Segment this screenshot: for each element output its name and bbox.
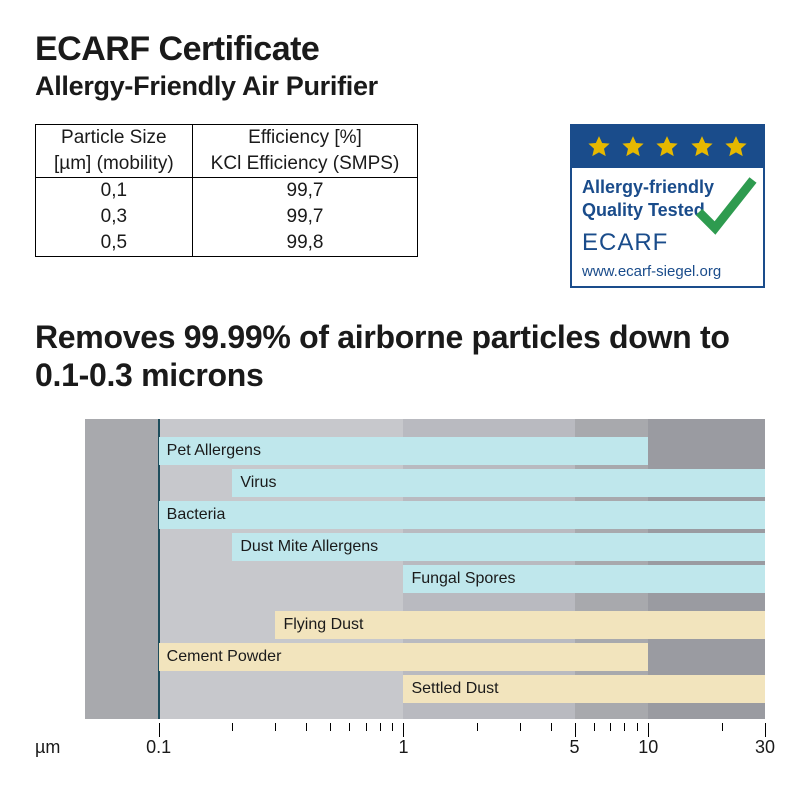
table-header: Efficiency [%] (192, 125, 418, 152)
axis-minor-tick (380, 723, 381, 731)
table-subheader: KCl Efficiency (SMPS) (192, 151, 418, 178)
axis-minor-tick (722, 723, 723, 731)
table-cell: 0,5 (36, 230, 193, 257)
axis-minor-tick (306, 723, 307, 731)
chart-bar: Virus (232, 469, 765, 497)
table-cell: 99,8 (192, 230, 418, 257)
axis-minor-tick (275, 723, 276, 731)
axis-minor-tick (594, 723, 595, 731)
claim-text: Removes 99.99% of airborne particles dow… (35, 318, 765, 395)
chart-bar: Flying Dust (275, 611, 765, 639)
checkmark-icon (695, 174, 757, 242)
page-subtitle: Allergy-Friendly Air Purifier (35, 71, 765, 102)
chart-bar: Dust Mite Allergens (232, 533, 765, 561)
axis-tick-label: 10 (638, 737, 658, 758)
badge-stars-row (572, 126, 763, 168)
table-subheader: [µm] (mobility) (36, 151, 193, 178)
chart-x-axis: µm 0.1151030 (35, 723, 765, 753)
chart-bar: Bacteria (159, 501, 765, 529)
axis-tick-label: 1 (398, 737, 408, 758)
star-icon (586, 134, 612, 160)
axis-tick-label: 0.1 (146, 737, 171, 758)
star-icon (620, 134, 646, 160)
axis-tick-label: 30 (755, 737, 775, 758)
axis-minor-tick (624, 723, 625, 731)
table-cell: 0,1 (36, 178, 193, 205)
table-cell: 99,7 (192, 204, 418, 230)
axis-minor-tick (232, 723, 233, 731)
chart-bar: Pet Allergens (159, 437, 649, 465)
axis-minor-tick (610, 723, 611, 731)
badge-url: www.ecarf-siegel.org (582, 263, 753, 280)
star-icon (654, 134, 680, 160)
table-header: Particle Size (36, 125, 193, 152)
badge-body: Allergy-friendly Quality Tested ECARF ww… (572, 168, 763, 286)
top-row: Particle Size Efficiency [%] [µm] (mobil… (35, 124, 765, 288)
star-icon (689, 134, 715, 160)
chart-plot-area: Pet Allergens Virus Bacteria Dust Mite Alle… (35, 419, 765, 719)
axis-minor-tick (366, 723, 367, 731)
particle-size-chart: Pet Allergens Virus Bacteria Dust Mite Alle… (35, 419, 765, 753)
axis-minor-tick (637, 723, 638, 731)
chart-bar: Fungal Spores (403, 565, 765, 593)
star-icon (723, 134, 749, 160)
axis-minor-tick (477, 723, 478, 731)
axis-minor-tick (392, 723, 393, 731)
axis-tick (575, 723, 576, 737)
axis-minor-tick (520, 723, 521, 731)
page-title: ECARF Certificate (35, 30, 765, 69)
axis-tick (648, 723, 649, 737)
ecarf-badge: Allergy-friendly Quality Tested ECARF ww… (570, 124, 765, 288)
table-cell: 0,3 (36, 204, 193, 230)
axis-minor-tick (551, 723, 552, 731)
axis-tick (765, 723, 766, 737)
chart-bar: Settled Dust (403, 675, 765, 703)
axis-minor-tick (349, 723, 350, 731)
axis-tick-label: 5 (570, 737, 580, 758)
axis-tick (403, 723, 404, 737)
axis-unit-label: µm (35, 737, 60, 758)
chart-bg-band (85, 419, 159, 719)
efficiency-table: Particle Size Efficiency [%] [µm] (mobil… (35, 124, 418, 257)
chart-bar: Cement Powder (159, 643, 649, 671)
table-cell: 99,7 (192, 178, 418, 205)
axis-minor-tick (330, 723, 331, 731)
axis-tick (159, 723, 160, 737)
